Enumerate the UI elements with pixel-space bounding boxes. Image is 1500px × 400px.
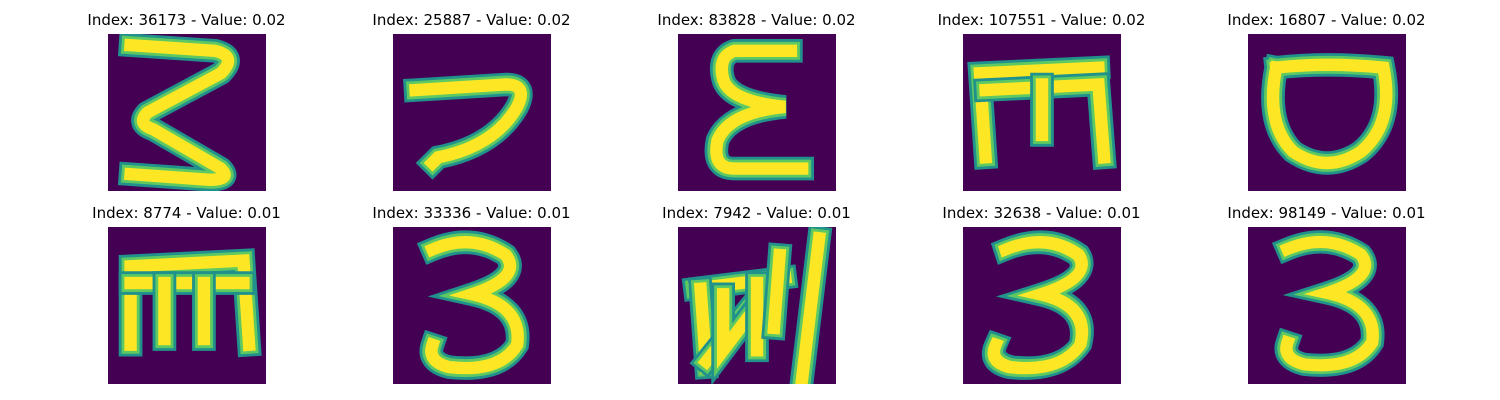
image-panel: Index: 36173 - Value: 0.02 [44,10,329,200]
panel-title: Index: 8774 - Value: 0.01 [44,203,329,223]
handwritten-rotated-e-glyph [963,34,1121,191]
handwritten-three-glyph [963,227,1121,384]
handwritten-o-glyph [1248,34,1406,191]
handwritten-epsilon-glyph [678,34,836,191]
glyph-image [108,34,266,191]
handwritten-scribble-glyph [678,227,836,384]
image-panel: Index: 107551 - Value: 0.02 [899,10,1184,200]
image-panel: Index: 25887 - Value: 0.02 [329,10,614,200]
image-panel: Index: 33336 - Value: 0.01 [329,203,614,393]
handwritten-three-like-glyph [108,34,266,191]
glyph-image [393,34,551,191]
handwritten-seven-like-glyph [393,34,551,191]
glyph-image [393,227,551,384]
glyph-image [678,34,836,191]
panel-title: Index: 83828 - Value: 0.02 [614,10,899,30]
panel-title: Index: 7942 - Value: 0.01 [614,203,899,223]
panel-title: Index: 32638 - Value: 0.01 [899,203,1184,223]
panel-title: Index: 107551 - Value: 0.02 [899,10,1184,30]
panel-title: Index: 33336 - Value: 0.01 [329,203,614,223]
glyph-image [963,227,1121,384]
image-panel: Index: 16807 - Value: 0.02 [1184,10,1469,200]
glyph-image [1248,34,1406,191]
panel-title: Index: 36173 - Value: 0.02 [44,10,329,30]
image-panel: Index: 83828 - Value: 0.02 [614,10,899,200]
glyph-image [963,34,1121,191]
handwritten-m-glyph [108,227,266,384]
glyph-image [108,227,266,384]
panel-title: Index: 16807 - Value: 0.02 [1184,10,1469,30]
panel-title: Index: 98149 - Value: 0.01 [1184,203,1469,223]
glyph-stroke [774,255,780,328]
handwritten-three-glyph [1248,227,1406,384]
image-panel: Index: 7942 - Value: 0.01 [614,203,899,393]
image-panel: Index: 8774 - Value: 0.01 [44,203,329,393]
glyph-image [678,227,836,384]
panel-title: Index: 25887 - Value: 0.02 [329,10,614,30]
image-panel: Index: 32638 - Value: 0.01 [899,203,1184,393]
image-panel: Index: 98149 - Value: 0.01 [1184,203,1469,393]
handwritten-three-glyph [393,227,551,384]
glyph-image [1248,227,1406,384]
